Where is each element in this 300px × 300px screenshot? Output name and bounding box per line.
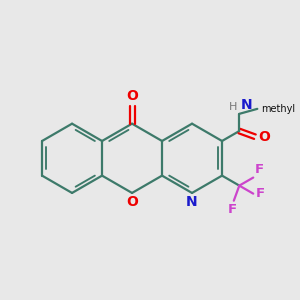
- Text: F: F: [255, 163, 264, 176]
- Text: N: N: [186, 195, 198, 209]
- Text: N: N: [241, 98, 252, 112]
- Text: O: O: [126, 195, 138, 209]
- Text: F: F: [228, 203, 237, 217]
- Text: O: O: [258, 130, 270, 144]
- Text: F: F: [256, 187, 265, 200]
- Text: methyl: methyl: [261, 104, 295, 114]
- Text: H: H: [229, 102, 237, 112]
- Text: O: O: [126, 89, 138, 103]
